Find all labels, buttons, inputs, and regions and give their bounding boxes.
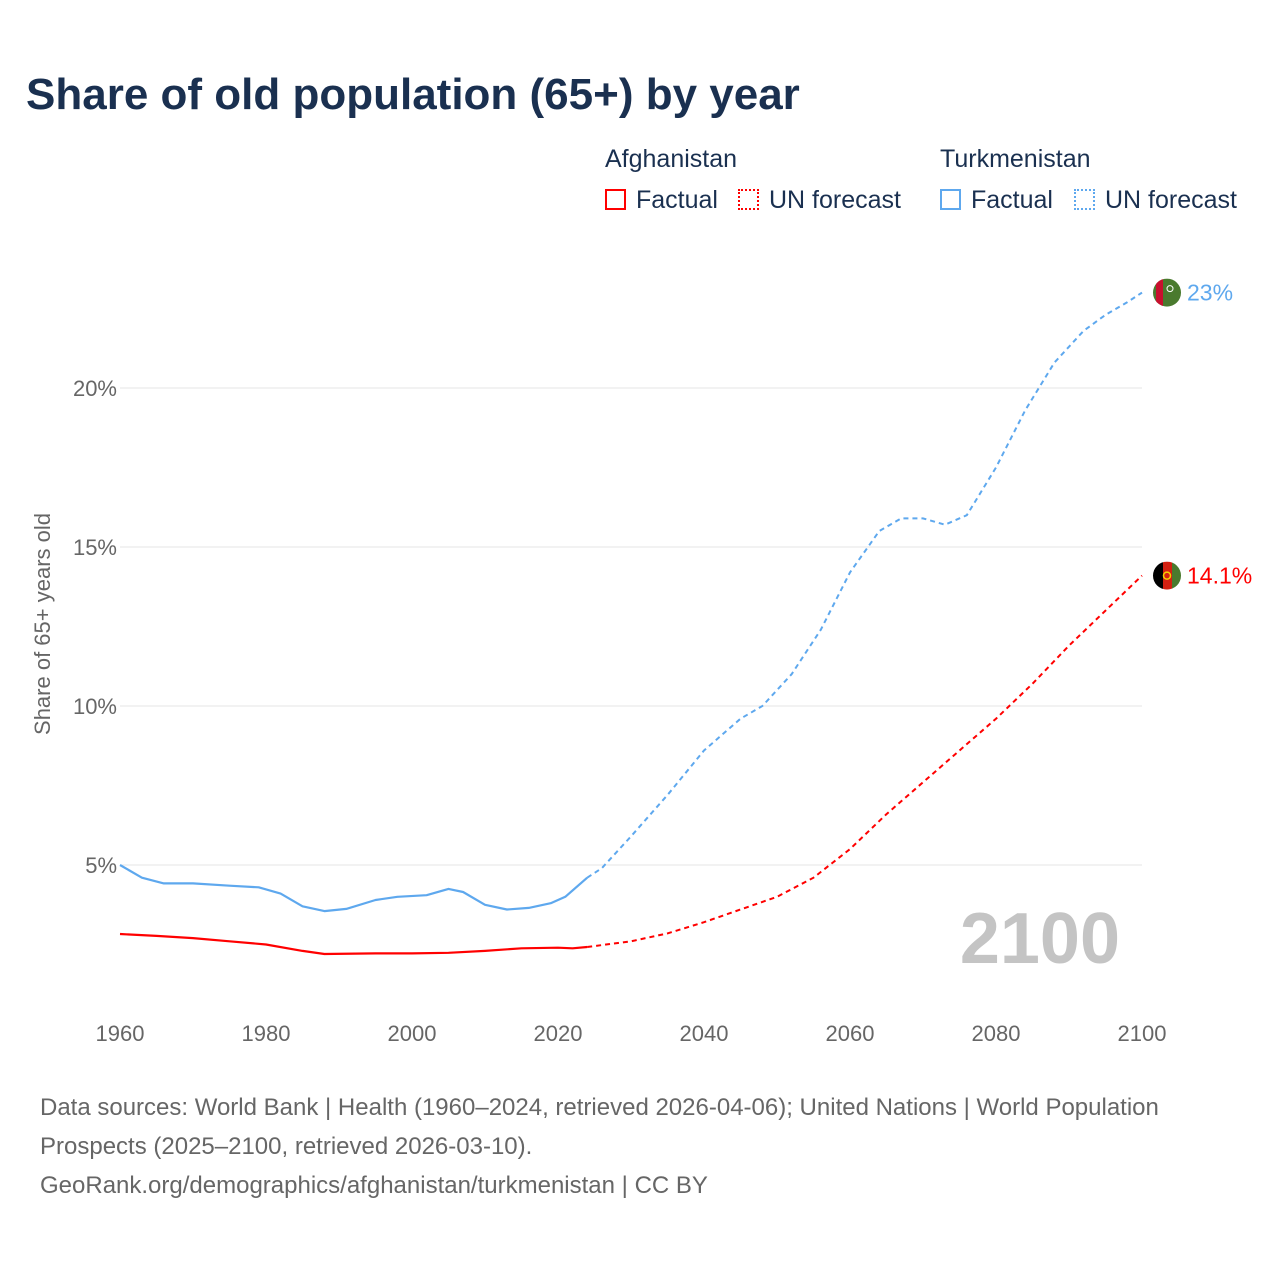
year-watermark: 2100 xyxy=(960,899,1120,979)
footer: Data sources: World Bank | Health (1960–… xyxy=(40,1088,1160,1205)
afghanistan-flag-icon xyxy=(1153,561,1181,590)
x-tick-label: 2040 xyxy=(680,1021,729,1046)
afghanistan-factual-line xyxy=(119,932,588,956)
flag-body xyxy=(1153,561,1181,590)
x-tick-label: 1980 xyxy=(242,1021,291,1046)
legend-label-afghanistan-forecast[interactable]: UN forecast xyxy=(769,186,901,214)
x-tick-label: 2080 xyxy=(972,1021,1021,1046)
turkmenistan-flag-icon xyxy=(1153,278,1181,307)
y-axis-label: Share of 65+ years old xyxy=(30,513,55,735)
legend-country-turkmenistan: Turkmenistan xyxy=(940,145,1091,173)
legend-label-afghanistan-factual[interactable]: Factual xyxy=(636,186,718,214)
turkmenistan-factual-line xyxy=(119,864,588,913)
turkmenistan-forecast-line xyxy=(586,291,1143,879)
footer-sources: Data sources: World Bank | Health (1960–… xyxy=(40,1094,1159,1160)
y-tick-label: 5% xyxy=(85,853,117,878)
x-tick-label: 2100 xyxy=(1118,1021,1167,1046)
turkmenistan-end-value-label: 23% xyxy=(1187,280,1233,306)
legend-label-turkmenistan-forecast[interactable]: UN forecast xyxy=(1105,186,1237,214)
flag-body xyxy=(1153,278,1181,307)
x-tick-label: 2020 xyxy=(534,1021,583,1046)
x-tick-label: 2060 xyxy=(826,1021,875,1046)
x-tick-label: 2000 xyxy=(388,1021,437,1046)
flag-red xyxy=(1163,561,1172,590)
legend-country-afghanistan: Afghanistan xyxy=(605,145,738,173)
footer-attribution[interactable]: GeoRank.org/demographics/afghanistan/tur… xyxy=(40,1172,708,1199)
flag-stripe xyxy=(1156,278,1163,307)
legend-swatch-turkmenistan-forecast[interactable] xyxy=(1074,189,1095,210)
x-tick-label: 1960 xyxy=(96,1021,145,1046)
flag-black xyxy=(1153,561,1163,590)
legend-label-turkmenistan-factual[interactable]: Factual xyxy=(971,186,1053,214)
legend-swatch-turkmenistan-factual[interactable] xyxy=(940,189,961,210)
legend-swatch-afghanistan-factual[interactable] xyxy=(605,189,626,210)
afghanistan-end-value-label: 14.1% xyxy=(1187,563,1252,589)
chart-title: Share of old population (65+) by year xyxy=(26,70,800,119)
flag-crescent xyxy=(1166,285,1174,293)
flag-green xyxy=(1172,561,1181,590)
y-tick-label: 15% xyxy=(73,535,117,560)
y-tick-label: 20% xyxy=(73,376,117,401)
legend-swatch-afghanistan-forecast[interactable] xyxy=(738,189,759,210)
y-tick-label: 10% xyxy=(73,694,117,719)
afghanistan-forecast-line xyxy=(587,574,1143,948)
line-chart: 5% 10% 15% 20% 1960 1980 2000 2020 2040 2060 2080 2… xyxy=(30,278,1252,1046)
flag-emblem xyxy=(1162,571,1172,580)
